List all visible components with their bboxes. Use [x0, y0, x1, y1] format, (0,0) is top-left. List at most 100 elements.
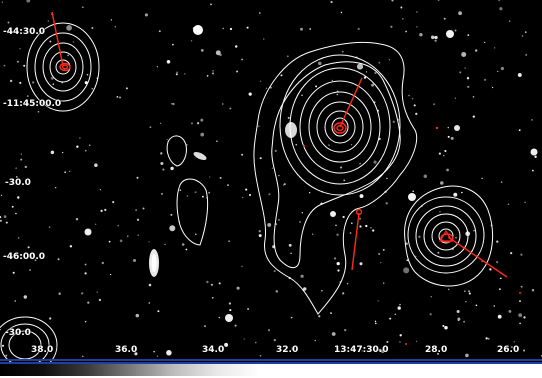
star	[377, 300, 379, 302]
star	[26, 0, 31, 3]
star	[413, 104, 416, 107]
star	[3, 215, 7, 218]
star	[444, 149, 447, 153]
star	[496, 261, 499, 264]
bright-star	[225, 314, 233, 322]
star	[268, 193, 271, 196]
star	[265, 87, 268, 90]
star	[185, 248, 188, 251]
star	[12, 271, 15, 274]
star	[23, 295, 27, 299]
star	[91, 88, 93, 90]
star	[248, 193, 252, 197]
star	[157, 310, 160, 313]
star	[443, 154, 445, 157]
source-marker	[333, 122, 347, 134]
star	[5, 354, 8, 357]
star	[330, 1, 333, 4]
star	[148, 302, 151, 304]
star	[166, 350, 172, 356]
star	[248, 92, 252, 96]
star	[447, 135, 450, 138]
star	[318, 315, 321, 318]
star	[26, 95, 29, 98]
star	[403, 267, 410, 274]
star	[429, 313, 432, 316]
star	[397, 306, 401, 310]
star	[531, 119, 533, 121]
star	[203, 325, 207, 328]
image-viewer[interactable]: -44:30.0 -11:45:00.0 -30.0 -46:00.0 -30.…	[0, 0, 542, 362]
star	[301, 94, 303, 97]
star	[311, 233, 314, 235]
star	[243, 338, 245, 340]
star	[518, 300, 522, 303]
star	[259, 354, 262, 357]
star	[434, 39, 437, 42]
star	[423, 174, 428, 179]
star	[419, 33, 423, 37]
sky-background	[0, 0, 542, 362]
star	[408, 94, 410, 97]
star	[160, 192, 164, 195]
star	[32, 81, 35, 84]
star	[359, 194, 364, 199]
star	[401, 17, 404, 20]
star	[69, 170, 71, 172]
star	[447, 288, 450, 291]
elongated-galaxy-core	[151, 254, 157, 272]
star	[114, 26, 116, 28]
star	[166, 139, 168, 141]
star	[50, 76, 54, 80]
star	[440, 181, 444, 185]
star	[475, 304, 478, 307]
small-galaxy	[193, 151, 207, 161]
star	[19, 81, 22, 84]
star	[343, 179, 346, 182]
star	[85, 149, 87, 152]
star	[400, 6, 403, 9]
star	[275, 223, 278, 225]
star	[465, 301, 467, 303]
star	[444, 325, 448, 330]
star	[206, 75, 209, 77]
star	[66, 25, 72, 31]
star	[508, 309, 512, 313]
star	[415, 112, 418, 116]
contour-group-central-cluster	[253, 41, 418, 315]
star	[241, 58, 244, 61]
star	[443, 17, 446, 20]
star	[412, 190, 415, 193]
star	[524, 201, 526, 204]
star	[358, 217, 362, 220]
star	[378, 252, 381, 255]
star	[1, 1, 3, 3]
star	[172, 102, 175, 106]
star	[521, 35, 524, 37]
star	[11, 205, 14, 208]
star	[200, 118, 204, 122]
star	[415, 255, 417, 257]
star	[134, 352, 138, 356]
contour-group-small	[166, 135, 209, 246]
star	[224, 342, 229, 347]
star	[229, 27, 233, 31]
colorbar-edge	[0, 362, 542, 364]
star	[497, 70, 499, 73]
star	[258, 230, 261, 233]
star	[206, 280, 209, 284]
star	[15, 167, 17, 169]
star	[175, 73, 178, 76]
colorbar[interactable]	[0, 362, 542, 378]
star	[359, 162, 361, 165]
star	[290, 252, 292, 255]
star	[222, 103, 224, 105]
star	[258, 12, 261, 14]
star	[184, 73, 186, 75]
star	[437, 0, 440, 1]
star	[234, 324, 237, 327]
star	[487, 337, 490, 340]
star	[356, 63, 364, 70]
star	[416, 11, 418, 13]
bright-star	[454, 125, 460, 131]
